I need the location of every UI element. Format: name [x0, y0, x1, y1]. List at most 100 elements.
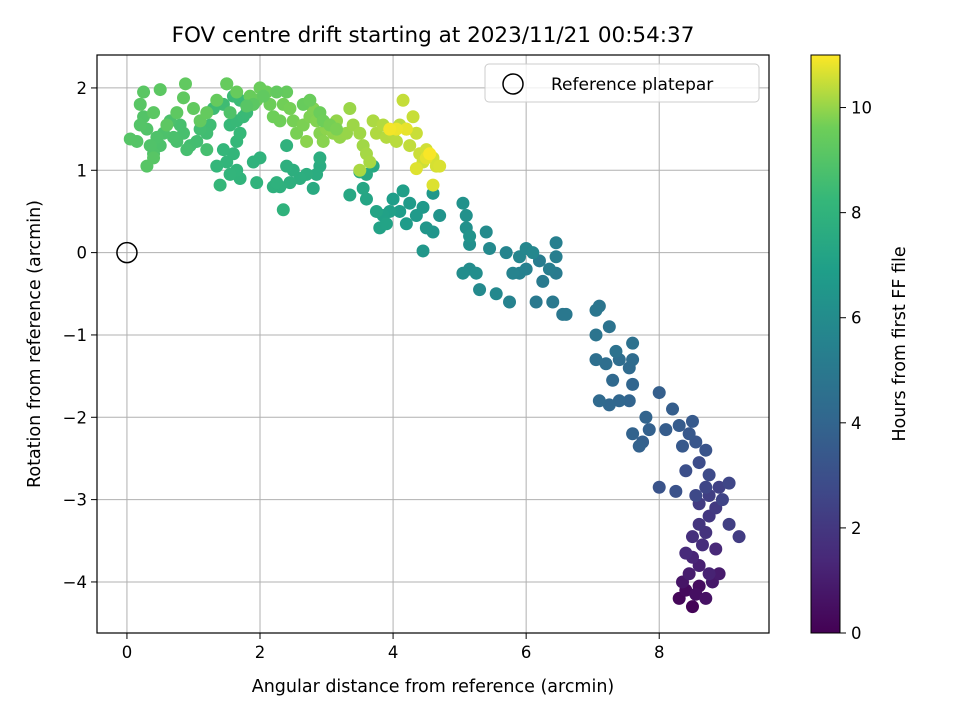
- data-point: [692, 456, 706, 470]
- data-point: [695, 538, 709, 552]
- data-point: [626, 377, 640, 391]
- colorbar-tick-label: 0: [851, 624, 862, 643]
- data-point: [456, 266, 470, 280]
- reference-marker: [116, 241, 138, 264]
- data-point: [353, 126, 367, 140]
- data-point: [216, 143, 230, 157]
- data-point: [702, 468, 716, 482]
- data-point: [559, 307, 573, 321]
- data-point: [433, 209, 447, 223]
- data-point: [732, 530, 746, 544]
- data-point: [702, 567, 716, 581]
- data-point: [343, 188, 357, 202]
- data-point: [682, 567, 696, 581]
- x-tick-label: 2: [255, 643, 266, 662]
- data-point: [280, 85, 294, 99]
- data-point: [147, 106, 161, 120]
- y-tick-label: −3: [63, 491, 87, 510]
- data-point: [489, 287, 503, 301]
- x-tick-label: 6: [521, 643, 532, 662]
- data-point: [210, 93, 224, 107]
- chart-title: FOV centre drift starting at 2023/11/21 …: [172, 23, 695, 48]
- data-point: [669, 484, 683, 498]
- data-points: [123, 77, 746, 614]
- data-point: [416, 244, 430, 258]
- legend-marker: [502, 73, 524, 95]
- data-point: [709, 542, 723, 556]
- data-point: [606, 373, 620, 387]
- colorbar-tick-label: 4: [851, 414, 862, 433]
- data-point: [589, 353, 603, 367]
- data-point: [406, 110, 420, 124]
- data-point: [699, 591, 713, 605]
- data-point: [503, 295, 517, 309]
- data-point: [210, 159, 224, 173]
- data-point: [652, 386, 666, 400]
- colorbar-tick-label: 10: [851, 99, 872, 118]
- data-point: [399, 122, 413, 136]
- data-point: [626, 353, 640, 367]
- data-point: [389, 134, 403, 148]
- data-point: [626, 427, 640, 441]
- data-point: [133, 97, 147, 111]
- data-point: [310, 167, 324, 181]
- data-point: [473, 283, 487, 297]
- y-tick-label: 1: [77, 161, 88, 180]
- data-point: [479, 225, 493, 239]
- colorbar-gradient: [810, 54, 841, 634]
- data-point: [167, 130, 181, 144]
- data-point: [423, 147, 437, 161]
- data-point: [396, 93, 410, 107]
- data-point: [366, 114, 380, 128]
- data-point: [549, 250, 563, 264]
- data-point: [409, 126, 423, 140]
- data-point: [463, 229, 477, 243]
- data-point: [316, 134, 330, 148]
- x-tick-label: 8: [654, 643, 665, 662]
- data-point: [426, 178, 440, 192]
- data-point: [666, 402, 680, 416]
- data-point: [153, 83, 167, 97]
- x-axis-label: Angular distance from reference (arcmin): [252, 677, 615, 697]
- data-point: [685, 530, 699, 544]
- data-point: [549, 236, 563, 250]
- data-point: [679, 546, 693, 560]
- data-point: [178, 77, 192, 91]
- data-point: [176, 91, 190, 105]
- x-tick-label: 0: [122, 643, 133, 662]
- data-point: [659, 423, 673, 437]
- data-point: [220, 77, 234, 91]
- data-point: [612, 394, 626, 408]
- colorbar-ticks: 0 2 4 6 8 10: [840, 99, 872, 643]
- data-point: [276, 203, 290, 217]
- legend-label: Reference platepar: [551, 75, 713, 95]
- data-point: [409, 209, 423, 223]
- data-point: [330, 122, 344, 136]
- data-point: [529, 295, 543, 309]
- y-tick-label: −4: [63, 573, 87, 592]
- data-point: [712, 567, 726, 581]
- y-tick-label: 0: [77, 244, 88, 263]
- data-point: [200, 106, 214, 120]
- y-axis-label: Rotation from reference (arcmin): [25, 200, 45, 488]
- data-point: [246, 155, 260, 169]
- data-point: [300, 134, 314, 148]
- y-axis-ticks: 2 1 0 −1 −2 −3 −4: [63, 79, 97, 592]
- data-point: [419, 221, 433, 235]
- data-point: [626, 336, 640, 350]
- colorbar-label: Hours from first FF file: [890, 246, 910, 441]
- data-point: [642, 423, 656, 437]
- data-point: [186, 102, 200, 116]
- data-point: [676, 439, 690, 453]
- data-point: [689, 587, 703, 601]
- colorbar-tick-label: 8: [851, 204, 862, 223]
- data-point: [213, 178, 227, 192]
- data-point: [652, 480, 666, 494]
- data-point: [393, 204, 407, 218]
- data-point: [403, 139, 417, 153]
- data-point: [589, 303, 603, 317]
- legend: Reference platepar: [484, 63, 760, 103]
- data-point: [536, 274, 550, 288]
- data-point: [270, 85, 284, 99]
- data-point: [689, 488, 703, 502]
